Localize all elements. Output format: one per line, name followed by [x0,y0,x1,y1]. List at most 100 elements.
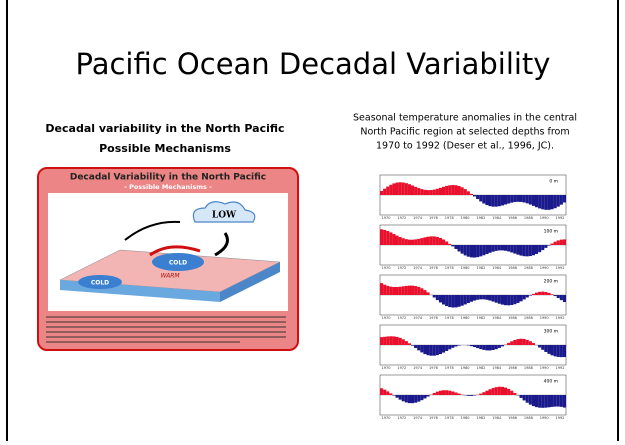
anomaly-bar [442,240,445,245]
year-label: 1970 [382,316,391,320]
anomaly-bar [557,295,560,298]
anomaly-bar [386,336,389,345]
anomaly-bar [458,186,461,195]
anomaly-bar [495,387,498,395]
left-heading: Possible Mechanisms [99,142,231,155]
anomaly-bar [402,238,405,245]
anomaly-bar [383,189,386,195]
anomaly-bar [532,195,535,206]
year-label: 1972 [397,216,406,220]
anomaly-bar [445,186,448,195]
year-label: 1988 [524,316,533,320]
year-label: 1990 [540,316,549,320]
anomaly-bar [467,395,470,396]
anomaly-bar [476,295,479,300]
anomaly-bar [436,189,439,195]
anomaly-bar [516,295,519,303]
anomaly-bar [427,395,430,397]
anomaly-bar [560,345,563,357]
year-label: 1972 [397,366,406,370]
right-caption: North Pacific region at selected depths … [360,127,569,138]
anomaly-bar [479,245,482,256]
anomaly-bar [461,295,464,306]
anomaly-bar [510,195,513,203]
anomaly-bar [392,336,395,345]
figure-label: LOW [212,211,237,221]
anomaly-bar [563,345,566,357]
anomaly-bar [467,295,470,303]
year-label: 1988 [524,366,533,370]
anomaly-bar [498,295,501,304]
anomaly-bar [461,187,464,195]
anomaly-bar [513,393,516,395]
anomaly-bar [402,395,405,401]
anomaly-bar [430,236,433,245]
year-label: 1982 [476,266,485,270]
anomaly-bar [504,245,507,251]
anomaly-bar [454,345,457,346]
year-label: 1980 [461,316,470,320]
anomaly-bar [411,240,414,245]
anomaly-bar [513,195,516,202]
anomaly-bar [535,395,538,407]
year-label: 1976 [429,316,438,320]
right-caption: Seasonal temperature anomalies in the ce… [353,113,577,124]
year-label: 1972 [397,266,406,270]
anomaly-bar [554,345,557,356]
anomaly-bar [532,395,535,406]
anomaly-bar [526,245,529,256]
anomaly-bar [417,287,420,295]
anomaly-bar [529,245,532,256]
anomaly-bar [464,295,467,304]
anomaly-bar [510,391,513,395]
anomaly-bar [411,395,414,403]
anomaly-bar [544,345,547,352]
anomaly-bar [535,245,538,254]
year-label: 1970 [382,266,391,270]
year-label: 1980 [461,266,470,270]
anomaly-bar [445,390,448,395]
year-label: 1980 [461,216,470,220]
anomaly-bar [405,341,408,345]
anomaly-bar [439,238,442,245]
anomaly-bar [529,195,532,205]
anomaly-bar [516,195,519,202]
anomaly-bar [436,392,439,395]
year-label: 1992 [556,366,565,370]
anomaly-bar [516,245,519,255]
anomaly-bar [389,336,392,345]
anomaly-bar [442,187,445,195]
anomaly-bar [448,244,451,245]
anomaly-bar [402,286,405,295]
year-label: 1974 [413,266,423,270]
anomaly-bar [551,294,554,295]
anomaly-bar [479,345,482,349]
anomaly-bar [405,183,408,195]
anomaly-bar [445,345,448,351]
anomaly-bar [396,395,399,398]
anomaly-bar [538,292,541,295]
anomaly-bar [442,295,445,305]
year-label: 1974 [413,416,423,420]
depth-label: 100 m [544,229,558,235]
anomaly-bar [526,395,529,403]
year-label: 1988 [524,216,533,220]
anomaly-bar [520,195,523,202]
year-label: 1972 [397,316,406,320]
anomaly-bar [501,195,504,205]
anomaly-bar [470,345,473,346]
anomaly-bar [489,389,492,395]
anomaly-bar [473,295,476,301]
anomaly-bar [448,295,451,307]
anomaly-bar [473,245,476,258]
year-label: 1986 [508,366,517,370]
anomaly-bar [529,395,532,405]
anomaly-bar [551,395,554,407]
anomaly-bar [386,391,389,395]
anomaly-bar [523,295,526,299]
anomaly-bar [504,388,507,395]
anomaly-bar [420,288,423,295]
year-label: 1978 [445,266,454,270]
anomaly-bar [389,287,392,295]
anomaly-bar [380,191,383,195]
